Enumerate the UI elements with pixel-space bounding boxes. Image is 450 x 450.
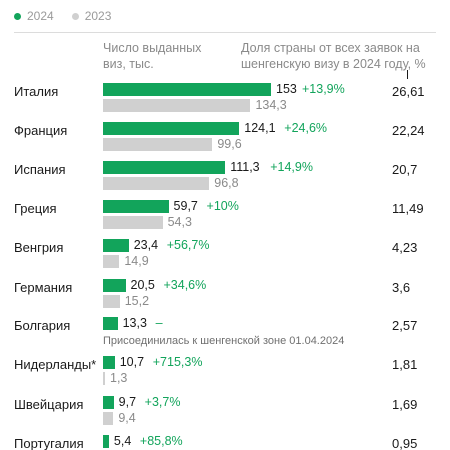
- bar-2024: [103, 161, 226, 174]
- change-label: +85,8%: [139, 434, 183, 448]
- value-label-2024: 5,4: [113, 434, 132, 448]
- value-label-2024: 10,7: [119, 355, 145, 369]
- bar-2024: [103, 239, 129, 252]
- country-label: Германия: [14, 280, 73, 295]
- value-label-2023: 54,3: [167, 215, 192, 229]
- value-label-2023: 9,4: [118, 411, 136, 425]
- change-label: +3,7%: [144, 395, 181, 409]
- visas-column-header: Число выданных виз, тыс.: [103, 41, 202, 71]
- country-label: Нидерланды*: [14, 357, 97, 372]
- value-label-2023: 96,8: [214, 176, 239, 190]
- change-label: +34,6%: [163, 278, 207, 292]
- country-label: Франция: [14, 123, 68, 138]
- change-label: +14,9%: [270, 160, 313, 174]
- legend-label-2024: 2024: [27, 9, 54, 23]
- bar-2023: [103, 177, 210, 190]
- change-label: +10%: [206, 199, 239, 213]
- value-label-2024: 20,5: [130, 278, 155, 292]
- legend: 2024 2023: [14, 8, 129, 24]
- chart-row: Греция 59,7 +10% 54,3 11,49: [0, 197, 450, 237]
- change-label: –: [155, 316, 163, 330]
- chart-row: Германия 20,5 +34,6% 15,2 3,6: [0, 276, 450, 316]
- country-label: Испания: [14, 162, 66, 177]
- country-label: Швейцария: [14, 397, 84, 412]
- chart-row: Франция 124,1 +24,6% 99,6 22,24: [0, 119, 450, 159]
- bar-2024: [103, 83, 271, 96]
- bar-2024: [103, 317, 118, 330]
- bar-2024: [103, 356, 115, 369]
- legend-label-2023: 2023: [84, 9, 112, 23]
- bar-2024: [103, 122, 240, 135]
- bar-2023: [103, 295, 120, 308]
- value-label-2023: 1,3: [110, 371, 128, 385]
- chart-row: Нидерланды* 10,7 +715,3% 1,3 1,81: [0, 353, 450, 393]
- share-value: 1,69: [392, 397, 418, 412]
- share-value: 4,23: [392, 240, 418, 255]
- legend-dot-2024: [14, 12, 21, 20]
- share-value: 1,81: [392, 357, 418, 372]
- value-label-2024: 153: [276, 82, 297, 96]
- chart-row: Португалия 5,4 +85,8% 0,95: [0, 432, 450, 450]
- share-value: 3,6: [392, 280, 411, 295]
- value-label-2024: 9,7: [118, 395, 137, 409]
- bar-2023: [103, 372, 105, 385]
- change-label: +24,6%: [284, 121, 328, 135]
- share-value: 26,61: [392, 84, 425, 99]
- share-value: 22,24: [392, 123, 425, 138]
- chart-row: Испания 111,3 +14,9% 96,8 20,7: [0, 158, 450, 198]
- country-label: Греция: [14, 201, 57, 216]
- bar-2024: [103, 396, 114, 409]
- bar-2023: [103, 99, 251, 112]
- bar-2023: [103, 216, 163, 229]
- header-divider: [14, 32, 436, 33]
- bar-2023: [103, 412, 114, 425]
- country-label: Италия: [14, 84, 59, 99]
- value-label-2024: 111,3: [230, 160, 260, 174]
- bulgaria-note: Присоединилась к шенгенской зоне 01.04.2…: [103, 335, 345, 347]
- value-label-2023: 134,3: [255, 98, 287, 112]
- change-label: +13,9%: [302, 82, 345, 96]
- share-value: 11,49: [392, 201, 424, 216]
- change-label: +56,7%: [166, 238, 210, 252]
- share-value: 0,95: [392, 436, 418, 450]
- bar-2024: [103, 435, 109, 448]
- value-label-2023: 14,9: [124, 254, 149, 268]
- chart-row: Болгария 13,3– 2,57: [0, 314, 450, 354]
- value-label-2023: 15,2: [124, 294, 150, 308]
- country-label: Венгрия: [14, 240, 64, 255]
- share-value: 20,7: [392, 162, 418, 177]
- value-label-2024: 124,1: [244, 121, 276, 135]
- chart-row: Венгрия 23,4 +56,7% 14,9 4,23: [0, 236, 450, 276]
- legend-dot-2023: [71, 12, 79, 20]
- country-label: Болгария: [14, 318, 71, 333]
- value-label-2023: 99,6: [217, 137, 242, 151]
- bar-2024: [103, 200, 169, 213]
- change-label: +715,3%: [152, 355, 203, 369]
- country-label: Португалия: [14, 436, 84, 450]
- bar-2023: [103, 138, 213, 151]
- share-value: 2,57: [392, 318, 418, 333]
- bar-2023: [103, 255, 120, 268]
- share-column-header: Доля страны от всех заявок на шенгенскую…: [241, 41, 426, 71]
- value-label-2024: 23,4: [133, 238, 159, 252]
- legend-item-2023: 2023: [71, 9, 112, 23]
- legend-item-2024: 2024: [14, 9, 54, 23]
- chart-row: Италия 153 +13,9% 134,3 26,61: [0, 80, 450, 120]
- bar-2024: [103, 279, 126, 292]
- chart-row: Швейцария 9,7 +3,7% 9,4 1,69: [0, 393, 450, 433]
- value-label-2024: 59,7: [173, 199, 198, 213]
- value-label-2024: 13,3: [122, 316, 147, 330]
- share-header-tick: [407, 70, 408, 79]
